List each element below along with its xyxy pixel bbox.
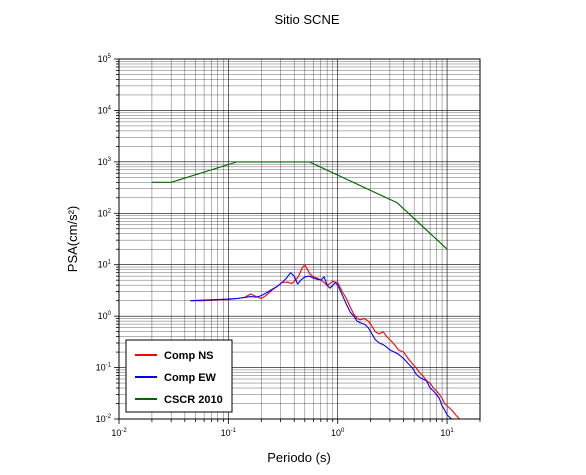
y-tick-label: 10-2 <box>96 414 112 424</box>
y-tick-label: 103 <box>98 157 112 167</box>
x-tick-label: 10-1 <box>221 428 237 438</box>
legend-entries: Comp NS Comp EW CSCR 2010 <box>135 350 223 406</box>
series-line-cscr-2010 <box>151 161 448 250</box>
x-tick-label: 101 <box>440 428 454 438</box>
y-tick-label: 100 <box>98 311 112 321</box>
y-tick-label: 101 <box>98 260 112 270</box>
y-tick-label: 10-1 <box>96 363 112 373</box>
chart-title: Sitio SCNE <box>274 12 339 27</box>
legend: Comp NS Comp EW CSCR 2010 <box>125 339 233 413</box>
y-axis-label: PSA(cm/s²) <box>65 206 80 272</box>
legend-label-cscr-2010: CSCR 2010 <box>164 394 223 406</box>
legend-label-comp-ew: Comp EW <box>164 372 217 384</box>
legend-label-comp-ns: Comp NS <box>164 350 214 362</box>
y-tick-label: 105 <box>98 54 112 64</box>
y-tick-labels: 10-2 10-1 100 101 102 103 104 105 <box>96 54 112 424</box>
x-tick-labels: 10-2 10-1 100 101 <box>111 428 454 438</box>
series-line-comp-ew <box>190 272 452 420</box>
y-tick-label: 102 <box>98 208 112 218</box>
ticks <box>114 58 481 424</box>
plot-frame <box>118 58 481 420</box>
x-tick-label: 100 <box>331 428 345 438</box>
x-axis-label: Periodo (s) <box>267 450 331 465</box>
series-layer <box>151 161 460 420</box>
y-tick-label: 104 <box>98 105 112 115</box>
x-tick-label: 10-2 <box>111 428 127 438</box>
